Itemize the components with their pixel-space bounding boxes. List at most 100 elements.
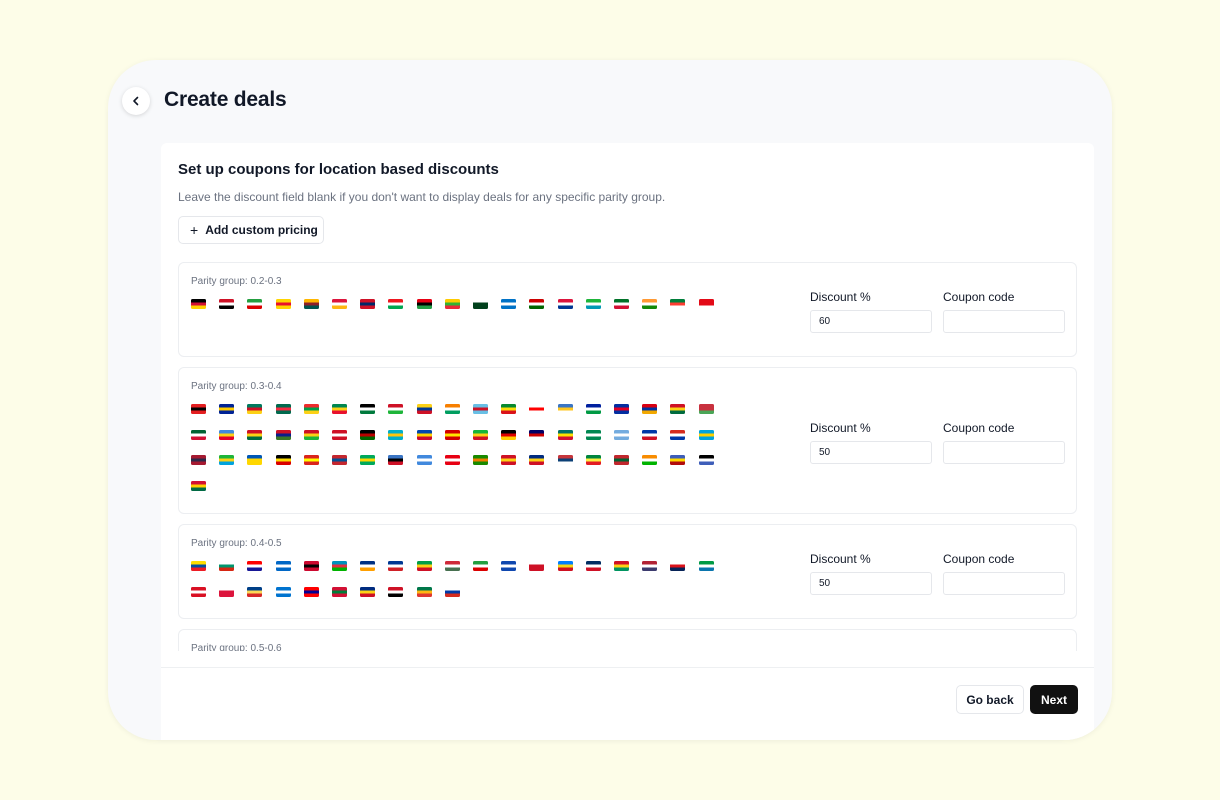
country-flag-icon [585,561,601,571]
country-flag-icon [360,586,376,597]
country-flag-icon [585,429,601,440]
country-flag-icon [360,404,376,414]
country-flag-icon [529,561,545,571]
discount-input[interactable]: 50 [810,571,932,595]
country-flag-icon [275,429,291,440]
coupon-code-label: Coupon code [943,289,1015,304]
country-flag-icon [303,455,319,466]
country-flag-icon [670,429,686,440]
country-flag-icon [332,429,347,440]
country-flag-icon [275,586,291,597]
country-flag-icon [529,429,545,440]
country-flag-icon [557,455,573,466]
go-back-button[interactable]: Go back [956,685,1024,714]
country-flag-icon [275,299,291,309]
country-flag-icon [585,404,601,414]
country-flag-icon [247,404,263,414]
parity-group-label: Parity group: 0.5-0.6 [191,643,282,651]
deals-card: Set up coupons for location based discou… [161,143,1094,740]
country-flag-icon [642,455,658,466]
parity-group-label: Parity group: 0.3-0.4 [191,381,282,392]
country-flag-icon [275,561,291,571]
country-flag-icon [501,429,517,440]
country-flag-icon [614,299,629,309]
discount-label: Discount % [810,420,871,435]
country-flag-icon [360,561,376,571]
back-button[interactable] [122,87,150,115]
country-flag-icon [416,299,432,309]
add-custom-pricing-label: Add custom pricing [205,223,318,237]
country-flag-icon [219,561,235,571]
country-flag-icon [529,404,545,414]
country-flag-icon [332,299,347,309]
country-flag-icon [501,299,517,309]
parity-group-label: Parity group: 0.4-0.5 [191,538,282,549]
discount-input[interactable]: 60 [810,309,932,333]
country-flag-icon [698,299,714,309]
discount-input[interactable]: 50 [810,440,932,464]
country-flag-icon [529,299,545,309]
country-flag-icon [416,429,432,440]
next-button[interactable]: Next [1030,685,1078,714]
country-flag-icon [501,561,517,571]
country-flag-icon [473,455,488,466]
country-flag-icon [698,429,714,440]
country-flag-icon [332,586,347,597]
country-flag-icon [557,429,573,440]
discount-label: Discount % [810,289,871,304]
country-flag-icon [670,561,686,571]
country-flag-icon [444,299,460,309]
country-flag-icon [557,561,573,571]
country-flag-icon [388,561,404,571]
country-flag-icon [219,299,235,309]
country-flag-icon [416,586,432,597]
coupon-code-input[interactable] [943,571,1065,595]
country-flag-icon [247,561,263,571]
parity-group-card: Parity group: 0.3-0.4 Discount % 50 Coupon … [178,367,1077,514]
parity-group-card: Parity group: 0.4-0.5 Discount % 50 Coupon … [178,524,1077,619]
country-flag-icon [614,404,629,414]
plus-icon: + [190,222,199,238]
country-flag-icon [219,429,235,440]
chevron-left-icon [133,96,139,106]
country-flag-icon [642,561,658,571]
country-flag-icon [444,455,460,466]
country-flag-icon [614,561,629,571]
country-flag-icon [191,561,206,571]
country-flag-icon [529,455,545,466]
country-flag-icon [191,586,206,597]
country-flag-icon [388,455,404,466]
country-flag-icon [444,429,460,440]
country-flag-icon [698,404,714,414]
page-title: Create deals [164,88,287,111]
country-flag-icon [670,455,686,466]
country-flag-icon [670,299,686,309]
country-flag-icon [416,404,432,414]
country-flag-icon [275,455,291,466]
parity-groups-list[interactable]: Parity group: 0.2-0.3 Discount % 60 Coupon … [178,262,1077,651]
coupon-code-label: Coupon code [943,551,1015,566]
country-flag-icon [416,561,432,571]
country-flag-icon [247,455,263,466]
country-flag-icon [191,481,206,492]
coupon-code-label: Coupon code [943,420,1015,435]
card-title: Set up coupons for location based discou… [178,161,499,178]
country-flag-icon [247,586,263,597]
country-flag-icon [501,404,517,414]
country-flag-icon [388,429,404,440]
country-flag-icon [247,299,263,309]
country-flag-icon [473,561,488,571]
country-flag-icon [473,404,488,414]
country-flag-icon [360,429,376,440]
parity-group-label: Parity group: 0.2-0.3 [191,276,282,287]
add-custom-pricing-button[interactable]: + Add custom pricing [178,216,324,244]
country-flag-icon [303,586,319,597]
country-flag-icon [332,561,347,571]
coupon-code-input[interactable] [943,309,1065,333]
country-flag-icon [416,455,432,466]
country-flag-icon [614,455,629,466]
country-flag-icon [444,561,460,571]
coupon-code-input[interactable] [943,440,1065,464]
app-window: Create deals Set up coupons for location… [108,60,1112,740]
parity-group-card: Parity group: 0.5-0.6 [178,629,1077,651]
